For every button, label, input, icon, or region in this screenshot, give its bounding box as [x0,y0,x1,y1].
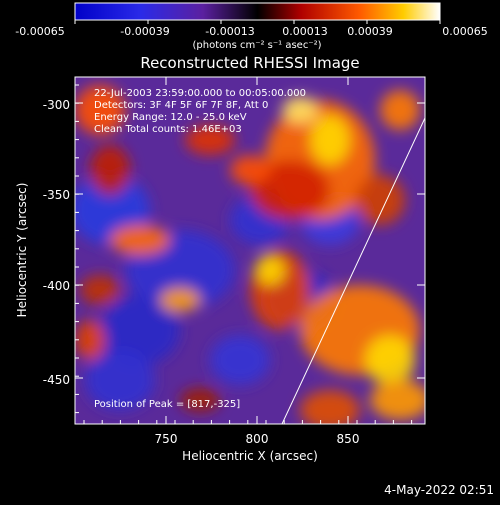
image-texture-blob [355,175,405,225]
image-texture-blob [210,335,270,385]
x-axis-title: Heliocentric X (arcsec) [182,449,318,463]
image-texture-blob [380,90,420,130]
image-texture-blob [100,295,180,365]
image-texture-blob [85,350,155,410]
image-texture-blob [250,160,330,220]
image-texture-blob [310,115,350,165]
colorbar [74,2,441,21]
colorbar-tick-label-1: -0.00039 [120,25,169,38]
y-tick-label-300: -300 [43,98,70,112]
image-texture-blob [365,335,415,385]
info-time-range: 22-Jul-2003 23:59:00.000 to 00:05:00.000 [94,88,306,99]
info-clean-counts: Clean Total counts: 1.46E+03 [94,124,242,135]
y-tick-label-400: -400 [43,279,70,293]
x-tick-label-750: 750 [155,432,178,446]
colorbar-tick-label-3: 0.00013 [282,25,328,38]
y-axis-title: Heliocentric Y (arcsec) [15,183,29,318]
info-energy-range: Energy Range: 12.0 - 25.0 keV [94,112,247,123]
plot-frame [74,76,426,425]
image-texture-blob [80,275,120,305]
image-texture-blob [180,388,220,412]
solar-limb-line [281,117,425,424]
x-tick-label-800: 800 [246,432,269,446]
colorbar-tick-label-0: -0.00065 [15,25,64,38]
timestamp: 4-May-2022 02:51 [384,483,494,497]
image-texture-blob [282,96,318,124]
image-texture-blob [230,155,270,185]
image-texture-blob [160,288,200,312]
image-texture-blob [110,225,170,255]
peak-position-label: Position of Peak = [817,-325] [94,399,240,410]
image-texture-blob [370,380,425,420]
x-tick-label-850: 850 [337,432,360,446]
image-texture-blob [300,390,360,424]
reconstructed-image [75,77,425,424]
axis-ticks [75,77,425,424]
colorbar-ticks [74,20,441,24]
plot-title: Reconstructed RHESSI Image [140,54,359,72]
info-detectors: Detectors: 3F 4F 5F 6F 7F 8F, Att 0 [94,100,268,111]
image-texture-blob [255,255,285,285]
image-texture-blob [185,125,235,155]
y-tick-label-450: -450 [43,373,70,387]
colorbar-tick-label-5: 0.00065 [442,25,488,38]
image-texture-blob [75,320,105,360]
colorbar-units-label: (photons cm⁻² s⁻¹ asec⁻²) [192,40,321,51]
image-texture-blob [90,145,130,195]
colorbar-tick-label-2: -0.00013 [205,25,254,38]
colorbar-tick-label-4: 0.00039 [347,25,393,38]
image-texture-blob [75,85,125,135]
y-tick-label-350: -350 [43,188,70,202]
